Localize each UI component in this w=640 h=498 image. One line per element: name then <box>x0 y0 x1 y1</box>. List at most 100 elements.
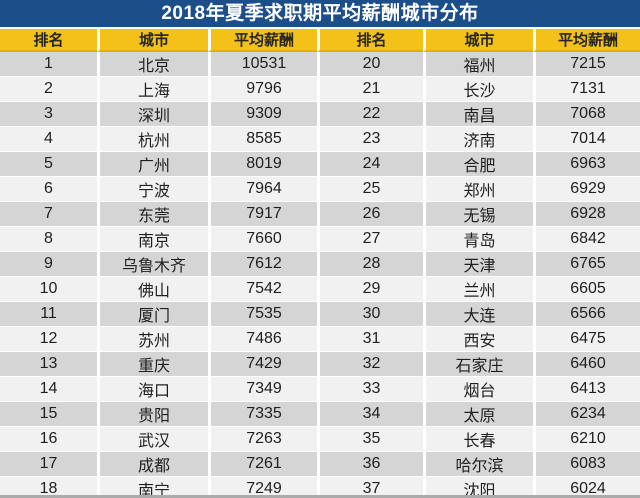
rank-cell: 18 <box>0 477 97 495</box>
salary-cell: 6765 <box>533 252 640 277</box>
city-cell: 长沙 <box>423 77 533 102</box>
header-city-left: 城市 <box>97 29 208 52</box>
header-salary-right: 平均薪酬 <box>533 29 640 52</box>
rank-cell: 15 <box>0 402 97 427</box>
city-cell: 广州 <box>97 152 208 177</box>
rank-cell: 26 <box>317 202 423 227</box>
salary-cell: 7261 <box>208 452 317 477</box>
salary-cell: 7486 <box>208 327 317 352</box>
rank-cell: 34 <box>317 402 423 427</box>
rank-cell: 23 <box>317 127 423 152</box>
salary-cell: 7542 <box>208 277 317 302</box>
salary-cell: 7612 <box>208 252 317 277</box>
table-row: 3 深圳 9309 22 南昌 7068 <box>0 102 640 127</box>
city-cell: 南宁 <box>97 477 208 495</box>
salary-cell: 6234 <box>533 402 640 427</box>
rank-cell: 12 <box>0 327 97 352</box>
salary-cell: 7263 <box>208 427 317 452</box>
salary-cell: 6929 <box>533 177 640 202</box>
city-cell: 重庆 <box>97 352 208 377</box>
rank-cell: 1 <box>0 52 97 77</box>
city-cell: 佛山 <box>97 277 208 302</box>
rank-cell: 30 <box>317 302 423 327</box>
city-cell: 合肥 <box>423 152 533 177</box>
city-cell: 西安 <box>423 327 533 352</box>
city-cell: 北京 <box>97 52 208 77</box>
rank-cell: 37 <box>317 477 423 495</box>
salary-cell: 7335 <box>208 402 317 427</box>
rank-cell: 11 <box>0 302 97 327</box>
salary-cell: 10531 <box>208 52 317 77</box>
salary-cell: 9309 <box>208 102 317 127</box>
table-row: 18 南宁 7249 37 沈阳 6024 <box>0 477 640 495</box>
salary-cell: 7131 <box>533 77 640 102</box>
city-cell: 东莞 <box>97 202 208 227</box>
salary-cell: 7068 <box>533 102 640 127</box>
city-cell: 青岛 <box>423 227 533 252</box>
rank-cell: 24 <box>317 152 423 177</box>
salary-cell: 6460 <box>533 352 640 377</box>
rank-cell: 4 <box>0 127 97 152</box>
rank-cell: 32 <box>317 352 423 377</box>
table-row: 15 贵阳 7335 34 太原 6234 <box>0 402 640 427</box>
city-cell: 长春 <box>423 427 533 452</box>
city-cell: 宁波 <box>97 177 208 202</box>
rank-cell: 35 <box>317 427 423 452</box>
salary-cell: 6566 <box>533 302 640 327</box>
salary-cell: 6928 <box>533 202 640 227</box>
table-row: 4 杭州 8585 23 济南 7014 <box>0 127 640 152</box>
page-title: 2018年夏季求职期平均薪酬城市分布 <box>0 0 640 27</box>
city-cell: 乌鲁木齐 <box>97 252 208 277</box>
salary-cell: 7429 <box>208 352 317 377</box>
rank-cell: 14 <box>0 377 97 402</box>
rank-cell: 6 <box>0 177 97 202</box>
city-cell: 成都 <box>97 452 208 477</box>
city-cell: 石家庄 <box>423 352 533 377</box>
city-cell: 海口 <box>97 377 208 402</box>
salary-cell: 8585 <box>208 127 317 152</box>
city-cell: 哈尔滨 <box>423 452 533 477</box>
salary-cell: 9796 <box>208 77 317 102</box>
rank-cell: 27 <box>317 227 423 252</box>
salary-cell: 7215 <box>533 52 640 77</box>
header-rank-left: 排名 <box>0 29 97 52</box>
table-body: 1 北京 10531 20 福州 7215 2 上海 9796 21 长沙 7131 3 深圳 9309 22… <box>0 52 640 495</box>
salary-cell: 6083 <box>533 452 640 477</box>
salary-table: 排名 城市 平均薪酬 排名 城市 平均薪酬 1 北京 10531 20 福州 7215 2 上… <box>0 29 640 495</box>
rank-cell: 5 <box>0 152 97 177</box>
rank-cell: 9 <box>0 252 97 277</box>
header-salary-left: 平均薪酬 <box>208 29 317 52</box>
city-cell: 福州 <box>423 52 533 77</box>
table-row: 13 重庆 7429 32 石家庄 6460 <box>0 352 640 377</box>
city-cell: 郑州 <box>423 177 533 202</box>
city-cell: 苏州 <box>97 327 208 352</box>
city-cell: 武汉 <box>97 427 208 452</box>
rank-cell: 8 <box>0 227 97 252</box>
table-row: 11 厦门 7535 30 大连 6566 <box>0 302 640 327</box>
rank-cell: 21 <box>317 77 423 102</box>
header-rank-right: 排名 <box>317 29 423 52</box>
table-row: 9 乌鲁木齐 7612 28 天津 6765 <box>0 252 640 277</box>
salary-cell: 6413 <box>533 377 640 402</box>
rank-cell: 31 <box>317 327 423 352</box>
table-row: 14 海口 7349 33 烟台 6413 <box>0 377 640 402</box>
city-cell: 大连 <box>423 302 533 327</box>
salary-cell: 6475 <box>533 327 640 352</box>
city-cell: 厦门 <box>97 302 208 327</box>
salary-cell: 7249 <box>208 477 317 495</box>
rank-cell: 7 <box>0 202 97 227</box>
city-cell: 南昌 <box>423 102 533 127</box>
city-cell: 无锡 <box>423 202 533 227</box>
rank-cell: 2 <box>0 77 97 102</box>
salary-cell: 6963 <box>533 152 640 177</box>
rank-cell: 29 <box>317 277 423 302</box>
rank-cell: 22 <box>317 102 423 127</box>
salary-cell: 7964 <box>208 177 317 202</box>
rank-cell: 17 <box>0 452 97 477</box>
header-row: 排名 城市 平均薪酬 排名 城市 平均薪酬 <box>0 29 640 52</box>
city-cell: 贵阳 <box>97 402 208 427</box>
salary-cell: 7917 <box>208 202 317 227</box>
salary-cell: 6210 <box>533 427 640 452</box>
table-row: 10 佛山 7542 29 兰州 6605 <box>0 277 640 302</box>
